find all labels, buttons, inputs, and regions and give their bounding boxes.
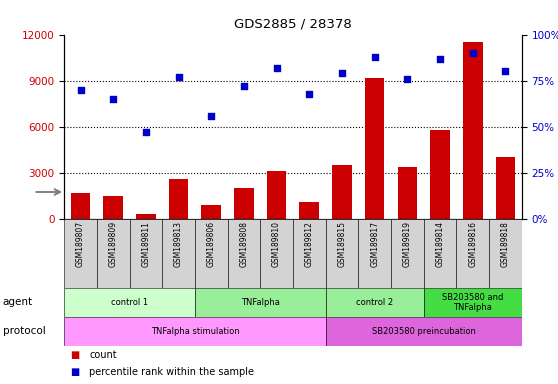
Text: count: count xyxy=(89,350,117,360)
Bar xyxy=(228,219,260,288)
Bar xyxy=(456,219,489,288)
Bar xyxy=(463,42,483,219)
Text: GSM189813: GSM189813 xyxy=(174,221,183,267)
Bar xyxy=(103,196,123,219)
Bar xyxy=(267,171,286,219)
Text: GSM189819: GSM189819 xyxy=(403,221,412,267)
Text: SB203580 and
TNFalpha: SB203580 and TNFalpha xyxy=(442,293,503,312)
Bar xyxy=(162,219,195,288)
Bar xyxy=(129,219,162,288)
Bar xyxy=(64,317,326,346)
Text: agent: agent xyxy=(3,297,33,308)
Point xyxy=(207,113,216,119)
Text: TNFalpha: TNFalpha xyxy=(241,298,280,307)
Bar xyxy=(71,193,90,219)
Bar xyxy=(136,214,156,219)
Bar xyxy=(195,288,326,317)
Bar xyxy=(234,188,254,219)
Text: GSM189807: GSM189807 xyxy=(76,221,85,267)
Bar xyxy=(397,167,417,219)
Text: GSM189812: GSM189812 xyxy=(305,221,314,267)
Bar xyxy=(201,205,221,219)
Bar xyxy=(332,165,352,219)
Text: GSM189809: GSM189809 xyxy=(109,221,118,267)
Point xyxy=(338,70,347,76)
Bar xyxy=(424,219,456,288)
Point xyxy=(239,83,248,89)
Bar xyxy=(430,130,450,219)
Bar xyxy=(391,219,424,288)
Point xyxy=(305,91,314,97)
Text: GSM189818: GSM189818 xyxy=(501,221,510,267)
Bar xyxy=(358,219,391,288)
Bar xyxy=(424,288,522,317)
Text: GSM189817: GSM189817 xyxy=(370,221,379,267)
Bar xyxy=(169,179,189,219)
Text: SB203580 preincubation: SB203580 preincubation xyxy=(372,327,475,336)
Point xyxy=(403,76,412,82)
Text: GSM189815: GSM189815 xyxy=(338,221,347,267)
Bar xyxy=(293,219,326,288)
Point xyxy=(501,68,510,74)
Text: GSM189810: GSM189810 xyxy=(272,221,281,267)
Bar xyxy=(365,78,384,219)
Bar xyxy=(64,288,195,317)
Text: ■: ■ xyxy=(70,366,79,377)
Point xyxy=(468,50,477,56)
Text: protocol: protocol xyxy=(3,326,46,336)
Bar xyxy=(97,219,129,288)
Point xyxy=(109,96,118,102)
Text: GSM189806: GSM189806 xyxy=(207,221,216,267)
Point xyxy=(370,54,379,60)
Point xyxy=(76,87,85,93)
Bar xyxy=(326,219,358,288)
Bar xyxy=(300,202,319,219)
Bar xyxy=(326,288,424,317)
Bar xyxy=(496,157,515,219)
Title: GDS2885 / 28378: GDS2885 / 28378 xyxy=(234,18,352,31)
Bar xyxy=(489,219,522,288)
Text: ■: ■ xyxy=(70,350,79,360)
Point xyxy=(141,129,150,135)
Text: GSM189816: GSM189816 xyxy=(468,221,477,267)
Point xyxy=(272,65,281,71)
Text: control 2: control 2 xyxy=(356,298,393,307)
Text: GSM189811: GSM189811 xyxy=(141,221,150,267)
Bar xyxy=(64,219,97,288)
Bar xyxy=(195,219,228,288)
Text: control 1: control 1 xyxy=(111,298,148,307)
Point xyxy=(436,55,445,61)
Text: percentile rank within the sample: percentile rank within the sample xyxy=(89,366,254,377)
Point xyxy=(174,74,183,80)
Text: GSM189814: GSM189814 xyxy=(436,221,445,267)
Text: TNFalpha stimulation: TNFalpha stimulation xyxy=(151,327,239,336)
Text: GSM189808: GSM189808 xyxy=(239,221,248,267)
Bar xyxy=(260,219,293,288)
Bar xyxy=(326,317,522,346)
